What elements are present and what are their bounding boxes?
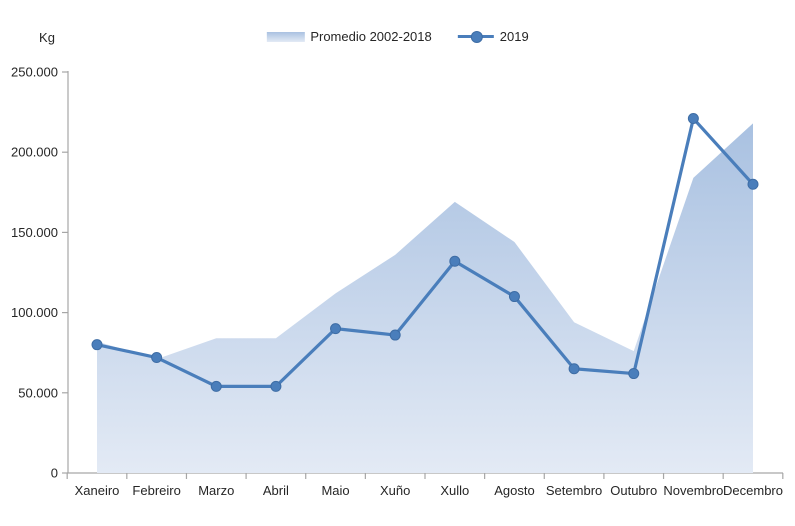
x-category-label: Decembro <box>723 483 783 498</box>
x-category-label: Setembro <box>546 483 602 498</box>
y-tick-label: 200.000 <box>11 145 58 160</box>
x-category-label: Xullo <box>440 483 469 498</box>
data-point-marker <box>389 329 401 341</box>
x-category-label: Abril <box>263 483 289 498</box>
data-point-marker <box>330 323 342 335</box>
y-tick-label: 50.000 <box>18 385 58 400</box>
legend-item-promedio: Promedio 2002-2018 <box>266 29 432 44</box>
data-point-marker <box>628 368 640 380</box>
x-category-label: Xuño <box>380 483 410 498</box>
x-category-label: Novembro <box>663 483 723 498</box>
x-category-label: Outubro <box>610 483 657 498</box>
x-category-label: Maio <box>321 483 349 498</box>
x-category-label: Xaneiro <box>75 483 120 498</box>
chart-legend: Promedio 2002-2018 2019 <box>266 29 529 44</box>
data-point-marker <box>568 363 580 375</box>
data-point-marker <box>270 380 282 392</box>
legend-label-promedio: Promedio 2002-2018 <box>310 29 432 44</box>
line-series-swatch <box>457 31 494 43</box>
area-series-swatch <box>266 31 305 42</box>
data-point-marker <box>508 291 520 303</box>
x-category-label: Febreiro <box>132 483 180 498</box>
legend-marker-icon <box>470 31 483 43</box>
legend-item-2019: 2019 <box>457 29 529 44</box>
y-tick-label: 250.000 <box>11 65 58 80</box>
data-point-marker <box>687 113 699 125</box>
data-point-marker <box>210 380 222 392</box>
line-series-2019 <box>95 116 755 388</box>
data-point-marker <box>449 255 461 267</box>
y-axis-unit-label: Kg <box>39 30 55 45</box>
y-tick-label: 0 <box>51 466 58 481</box>
data-point-marker <box>151 352 163 364</box>
y-tick-label: 100.000 <box>11 305 58 320</box>
x-category-label: Agosto <box>494 483 534 498</box>
x-category-label: Marzo <box>198 483 234 498</box>
y-tick-label: 150.000 <box>11 225 58 240</box>
axes: 0 50.000 100.000 150.000 200.000 250.000 Xanei… <box>11 65 784 498</box>
data-point-marker <box>91 339 103 351</box>
data-point-marker <box>747 178 759 190</box>
legend-label-2019: 2019 <box>499 29 529 44</box>
